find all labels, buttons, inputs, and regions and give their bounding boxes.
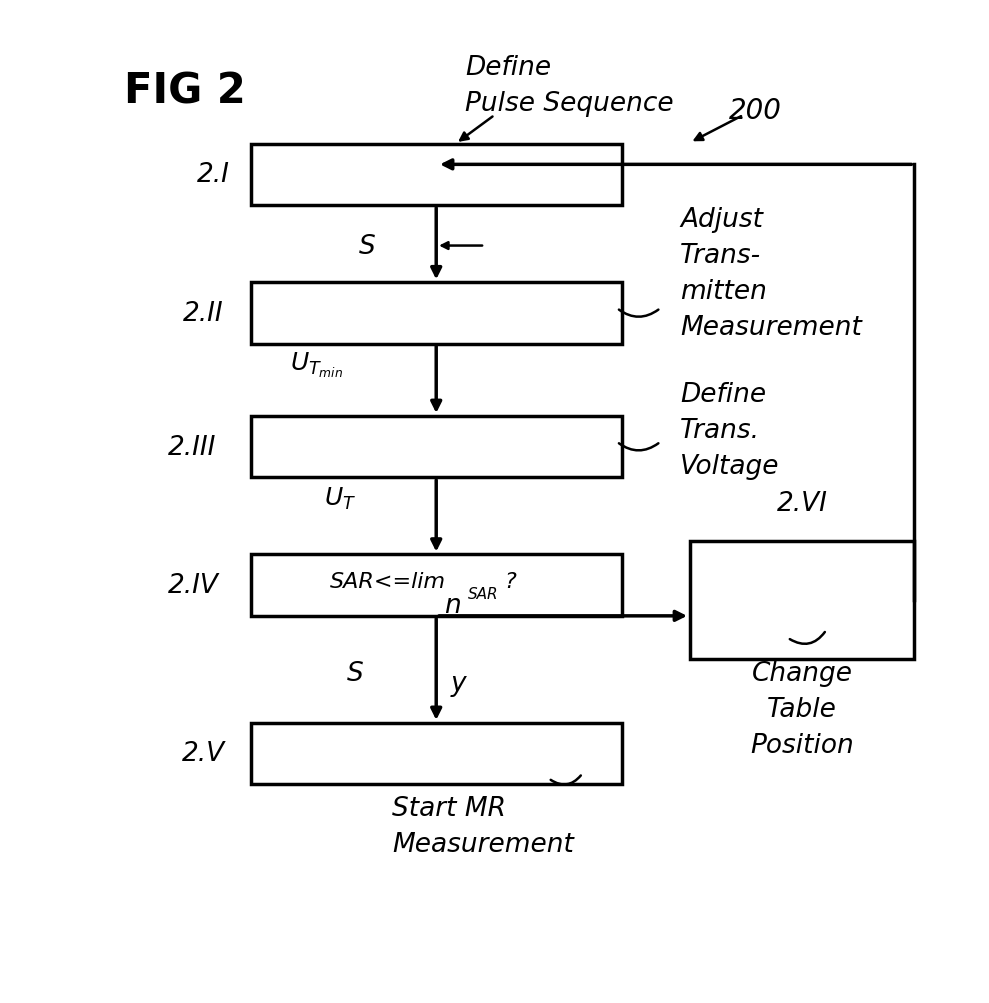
Text: Define
Pulse Sequence: Define Pulse Sequence (465, 55, 674, 117)
Bar (251, 144, 621, 206)
Text: Start MR
Measurement: Start MR Measurement (392, 795, 574, 857)
Text: y: y (451, 671, 466, 696)
Text: $U_T$: $U_T$ (324, 485, 356, 512)
Text: Change
Table
Position: Change Table Position (750, 660, 854, 758)
Text: SAR<=lim: SAR<=lim (329, 572, 445, 592)
Bar (689, 541, 914, 660)
Text: 2.VI: 2.VI (776, 490, 827, 517)
Text: ?: ? (504, 572, 516, 592)
Bar (251, 723, 621, 784)
Text: 2.I: 2.I (197, 162, 229, 189)
Text: n: n (444, 593, 461, 618)
Text: 2.II: 2.II (183, 301, 224, 327)
Text: $U_{T_{min}}$: $U_{T_{min}}$ (290, 350, 343, 379)
Text: S: S (347, 661, 364, 687)
Text: 2.V: 2.V (182, 741, 225, 766)
Text: S: S (359, 234, 376, 260)
Bar (251, 555, 621, 616)
Text: Define
Trans.
Voltage: Define Trans. Voltage (679, 381, 779, 479)
Bar (251, 416, 621, 477)
Text: SAR: SAR (468, 586, 498, 601)
Bar (251, 283, 621, 344)
Text: 2.IV: 2.IV (168, 573, 219, 599)
Text: 200: 200 (729, 97, 781, 124)
Text: FIG 2: FIG 2 (124, 70, 245, 112)
Text: Adjust
Trans-
mitten
Measurement: Adjust Trans- mitten Measurement (679, 207, 861, 341)
Text: 2.III: 2.III (168, 434, 217, 460)
